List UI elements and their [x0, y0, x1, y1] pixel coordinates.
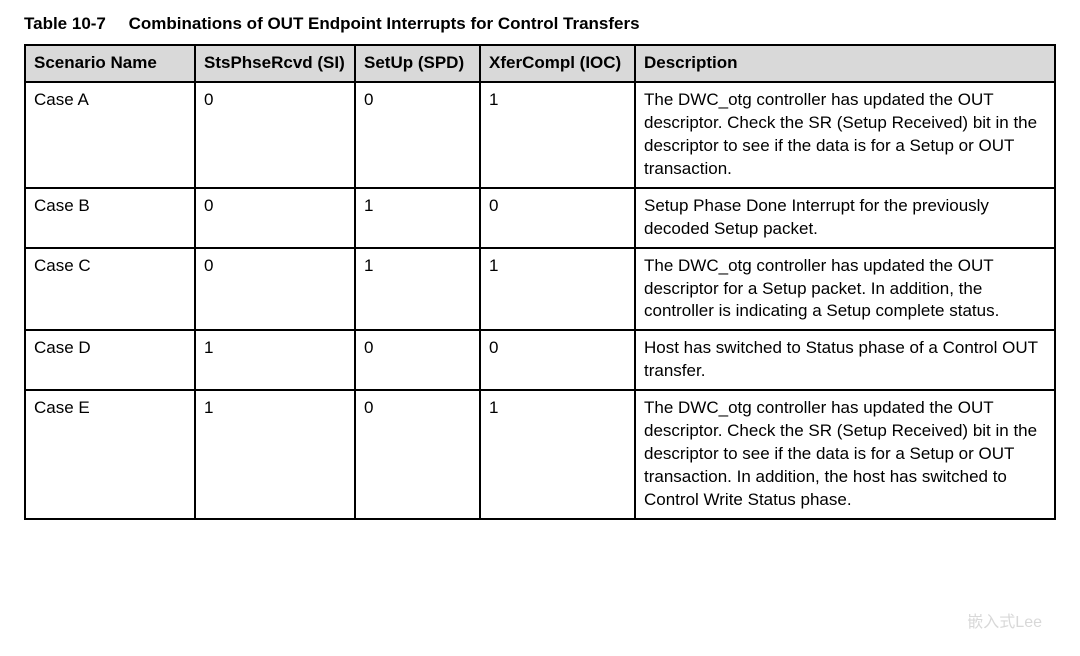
table-number: Table 10-7	[24, 14, 106, 33]
cell-ioc: 1	[480, 390, 635, 519]
col-header-xfercompl: XferCompl (IOC)	[480, 45, 635, 82]
table-title: Combinations of OUT Endpoint Interrupts …	[129, 14, 640, 33]
cell-scenario: Case A	[25, 82, 195, 188]
cell-ioc: 0	[480, 188, 635, 248]
table-row: Case C 0 1 1 The DWC_otg controller has …	[25, 248, 1055, 331]
cell-scenario: Case E	[25, 390, 195, 519]
cell-ioc: 1	[480, 82, 635, 188]
cell-ioc: 1	[480, 248, 635, 331]
interrupt-combinations-table: Scenario Name StsPhseRcvd (SI) SetUp (SP…	[24, 44, 1056, 520]
watermark-text: 嵌入式Lee	[967, 608, 1042, 632]
cell-desc: The DWC_otg controller has updated the O…	[635, 390, 1055, 519]
cell-spd: 0	[355, 330, 480, 390]
cell-scenario: Case D	[25, 330, 195, 390]
cell-si: 0	[195, 82, 355, 188]
cell-desc: The DWC_otg controller has updated the O…	[635, 82, 1055, 188]
cell-scenario: Case C	[25, 248, 195, 331]
cell-desc: Setup Phase Done Interrupt for the previ…	[635, 188, 1055, 248]
cell-spd: 0	[355, 82, 480, 188]
table-header-row: Scenario Name StsPhseRcvd (SI) SetUp (SP…	[25, 45, 1055, 82]
cell-spd: 1	[355, 188, 480, 248]
cell-ioc: 0	[480, 330, 635, 390]
cell-si: 1	[195, 330, 355, 390]
col-header-stsphsercvd: StsPhseRcvd (SI)	[195, 45, 355, 82]
cell-spd: 1	[355, 248, 480, 331]
col-header-scenario: Scenario Name	[25, 45, 195, 82]
table-row: Case E 1 0 1 The DWC_otg controller has …	[25, 390, 1055, 519]
cell-si: 0	[195, 188, 355, 248]
cell-scenario: Case B	[25, 188, 195, 248]
cell-si: 1	[195, 390, 355, 519]
table-row: Case D 1 0 0 Host has switched to Status…	[25, 330, 1055, 390]
table-row: Case A 0 0 1 The DWC_otg controller has …	[25, 82, 1055, 188]
table-caption: Table 10-7 Combinations of OUT Endpoint …	[24, 14, 1056, 34]
cell-desc: The DWC_otg controller has updated the O…	[635, 248, 1055, 331]
col-header-setup: SetUp (SPD)	[355, 45, 480, 82]
cell-spd: 0	[355, 390, 480, 519]
col-header-description: Description	[635, 45, 1055, 82]
cell-si: 0	[195, 248, 355, 331]
cell-desc: Host has switched to Status phase of a C…	[635, 330, 1055, 390]
table-row: Case B 0 1 0 Setup Phase Done Interrupt …	[25, 188, 1055, 248]
